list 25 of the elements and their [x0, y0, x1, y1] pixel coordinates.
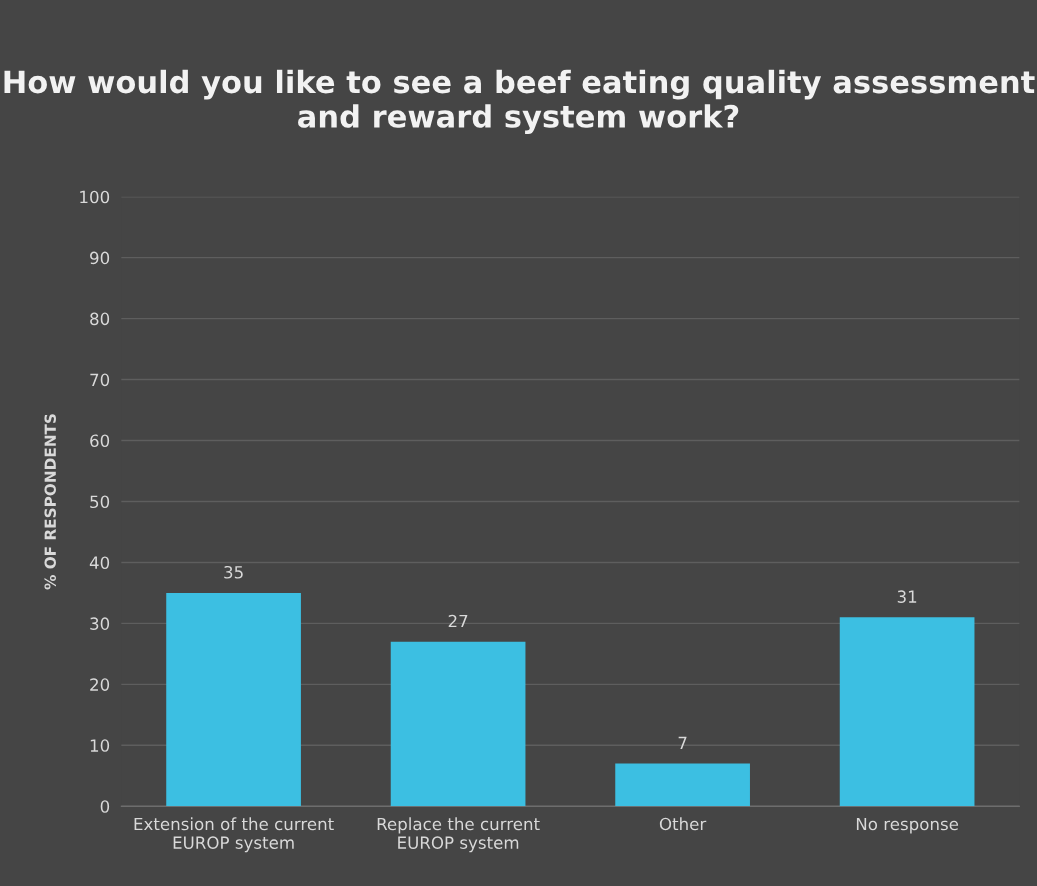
y-axis-title: % OF RESPONDENTS [44, 414, 56, 590]
y-tick-label: 10 [90, 739, 110, 752]
y-tick-label: 70 [90, 373, 110, 387]
data-label: 35 [224, 565, 243, 579]
bar [615, 763, 750, 807]
y-tick-label: 30 [90, 617, 110, 630]
x-tick-label: No response [856, 817, 959, 834]
x-tick-label: Other [659, 817, 707, 831]
data-label: 27 [448, 614, 468, 628]
x-tick-label: Replace the current EUROP system [377, 817, 540, 853]
chart-title: How would you like to see a beef eating quality assessment and reward system work? [4, 69, 1035, 135]
data-label: 31 [897, 590, 917, 603]
y-tick-label: 80 [90, 312, 110, 326]
y-tick-label: 20 [90, 678, 110, 691]
y-tick-label: 90 [90, 251, 110, 265]
y-tick-label: 100 [80, 190, 110, 204]
bar [166, 592, 301, 807]
data-label: 7 [678, 736, 687, 750]
y-tick-label: 0 [100, 800, 110, 813]
x-tick-label: Extension of the current EUROP system [134, 817, 334, 853]
bar [839, 617, 975, 807]
y-tick-label: 40 [89, 556, 110, 569]
bar [390, 641, 526, 807]
y-tick-label: 50 [90, 495, 110, 509]
y-tick-label: 60 [90, 434, 110, 448]
